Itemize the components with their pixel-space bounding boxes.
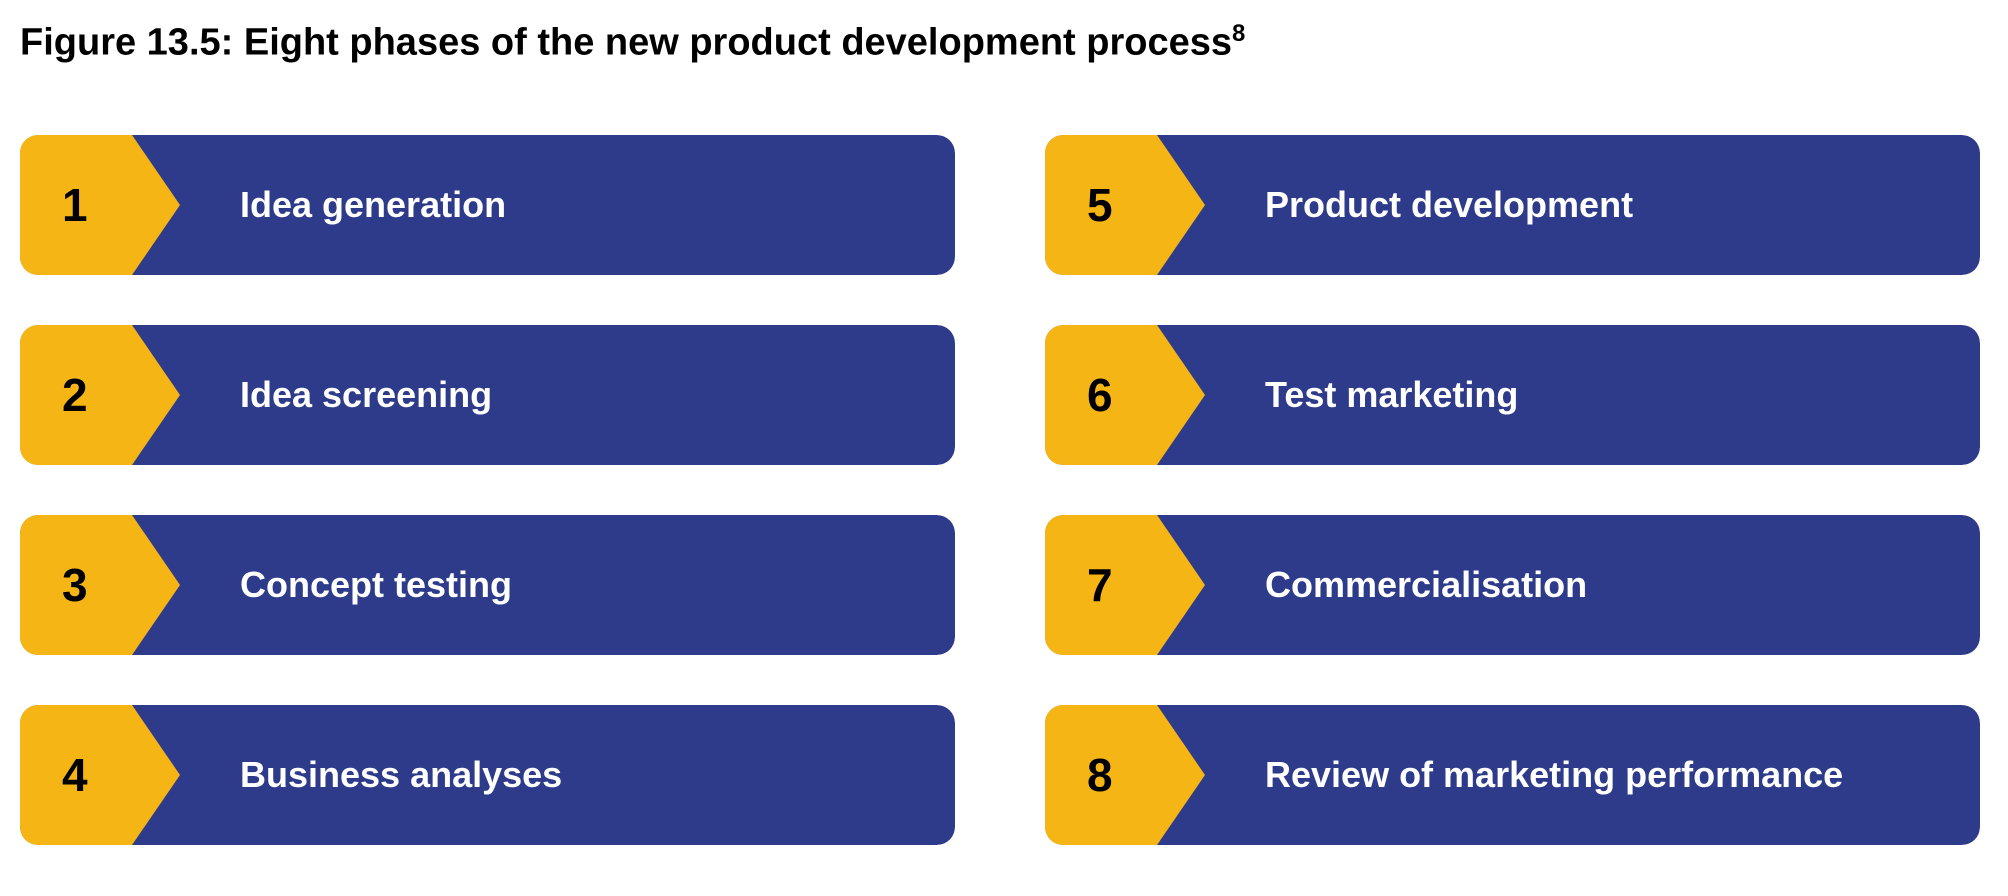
phase-number: 7 xyxy=(1045,558,1113,612)
phase-label: Review of marketing performance xyxy=(1205,754,1843,796)
phase-number: 5 xyxy=(1045,178,1113,232)
phase-number-badge: 8 xyxy=(1045,705,1205,845)
phase-item: 6 Test marketing xyxy=(1045,325,1980,465)
phase-item: 8 Review of marketing performance xyxy=(1045,705,1980,845)
phase-number: 3 xyxy=(20,558,88,612)
phase-number-badge: 4 xyxy=(20,705,180,845)
phase-number-badge: 1 xyxy=(20,135,180,275)
phase-label: Concept testing xyxy=(180,564,512,606)
phase-item: 7 Commercialisation xyxy=(1045,515,1980,655)
phase-number-badge: 3 xyxy=(20,515,180,655)
phase-number-badge: 7 xyxy=(1045,515,1205,655)
phase-item: 3 Concept testing xyxy=(20,515,955,655)
phase-number: 6 xyxy=(1045,368,1113,422)
phase-number: 8 xyxy=(1045,748,1113,802)
phase-number: 1 xyxy=(20,178,88,232)
phase-item: 2 Idea screening xyxy=(20,325,955,465)
figure-title-super: 8 xyxy=(1232,20,1245,47)
phase-number: 4 xyxy=(20,748,88,802)
phase-item: 5 Product development xyxy=(1045,135,1980,275)
phase-label: Test marketing xyxy=(1205,374,1518,416)
figure-title-text: Figure 13.5: Eight phases of the new pro… xyxy=(20,22,1232,64)
phase-number-badge: 6 xyxy=(1045,325,1205,465)
phase-number-badge: 5 xyxy=(1045,135,1205,275)
phase-label: Business analyses xyxy=(180,754,562,796)
phase-label: Idea generation xyxy=(180,184,506,226)
phase-item: 1 Idea generation xyxy=(20,135,955,275)
phase-label: Idea screening xyxy=(180,374,492,416)
phases-grid: 1 Idea generation 5 Product development … xyxy=(20,135,1980,845)
phase-number-badge: 2 xyxy=(20,325,180,465)
phase-label: Commercialisation xyxy=(1205,564,1587,606)
phase-label: Product development xyxy=(1205,184,1633,226)
phase-item: 4 Business analyses xyxy=(20,705,955,845)
phase-number: 2 xyxy=(20,368,88,422)
figure-title: Figure 13.5: Eight phases of the new pro… xyxy=(20,20,1988,65)
